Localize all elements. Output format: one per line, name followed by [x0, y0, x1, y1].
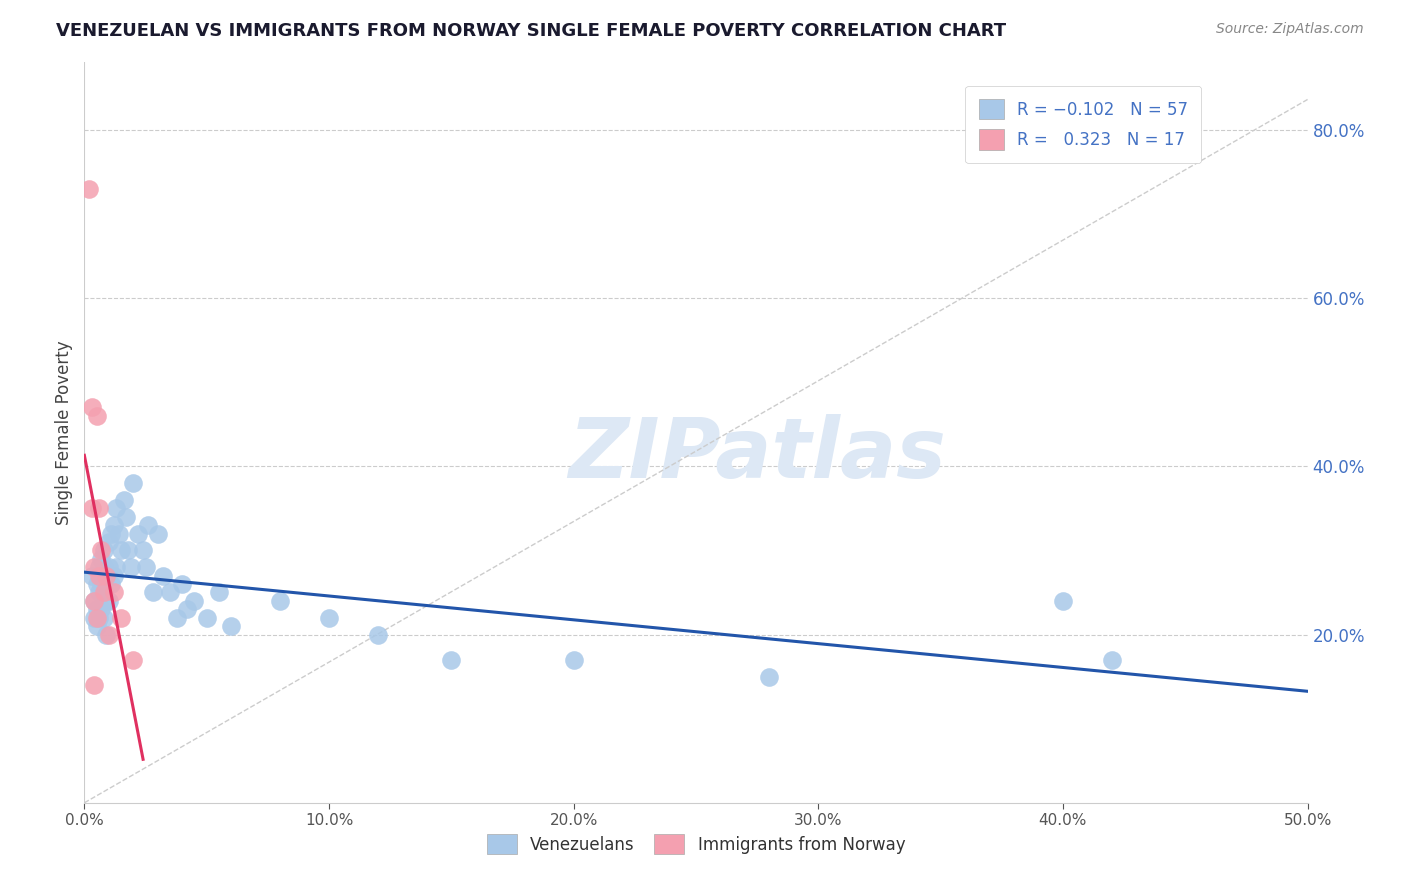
Point	[96, 568, 118, 582]
Point	[87, 585, 110, 599]
Point	[132, 543, 155, 558]
Point	[80, 401, 103, 415]
Point	[83, 678, 105, 692]
Point	[176, 602, 198, 616]
Point	[97, 560, 120, 574]
Point	[208, 585, 231, 599]
Point	[86, 610, 108, 624]
Point	[83, 594, 105, 608]
Point	[219, 619, 242, 633]
Point	[1101, 653, 1123, 667]
Point	[166, 610, 188, 624]
Point	[183, 594, 205, 608]
Point	[87, 610, 110, 624]
Point	[93, 585, 115, 599]
Point	[103, 518, 125, 533]
Point	[105, 501, 128, 516]
Point	[83, 610, 105, 624]
Y-axis label: Single Female Poverty: Single Female Poverty	[55, 341, 73, 524]
Point	[96, 594, 118, 608]
Point	[117, 543, 139, 558]
Point	[146, 526, 169, 541]
Point	[93, 610, 115, 624]
Point	[142, 585, 165, 599]
Point	[159, 585, 181, 599]
Point	[122, 653, 145, 667]
Point	[105, 560, 128, 574]
Text: ZIPatlas: ZIPatlas	[568, 414, 946, 495]
Point	[135, 560, 157, 574]
Point	[100, 526, 122, 541]
Point	[83, 560, 105, 574]
Point	[1052, 594, 1074, 608]
Point	[100, 577, 122, 591]
Point	[562, 653, 585, 667]
Point	[90, 551, 112, 566]
Point	[97, 594, 120, 608]
Point	[367, 627, 389, 641]
Point	[86, 619, 108, 633]
Point	[107, 526, 129, 541]
Point	[115, 509, 138, 524]
Point	[269, 594, 291, 608]
Point	[120, 560, 142, 574]
Point	[90, 577, 112, 591]
Text: Source: ZipAtlas.com: Source: ZipAtlas.com	[1216, 22, 1364, 37]
Point	[103, 585, 125, 599]
Point	[93, 543, 115, 558]
Point	[80, 501, 103, 516]
Point	[110, 543, 132, 558]
Point	[112, 492, 135, 507]
Point	[97, 627, 120, 641]
Text: VENEZUELAN VS IMMIGRANTS FROM NORWAY SINGLE FEMALE POVERTY CORRELATION CHART: VENEZUELAN VS IMMIGRANTS FROM NORWAY SIN…	[56, 22, 1007, 40]
Point	[127, 526, 149, 541]
Point	[86, 577, 108, 591]
Point	[83, 594, 105, 608]
Point	[172, 577, 194, 591]
Point	[87, 560, 110, 574]
Point	[93, 585, 115, 599]
Point	[80, 568, 103, 582]
Point	[93, 560, 115, 574]
Legend: Venezuelans, Immigrants from Norway: Venezuelans, Immigrants from Norway	[479, 828, 912, 861]
Point	[758, 670, 780, 684]
Point	[318, 610, 340, 624]
Point	[110, 610, 132, 624]
Point	[96, 568, 118, 582]
Point	[152, 568, 174, 582]
Point	[122, 476, 145, 491]
Point	[96, 627, 118, 641]
Point	[90, 602, 112, 616]
Point	[87, 568, 110, 582]
Point	[136, 518, 159, 533]
Point	[86, 602, 108, 616]
Point	[440, 653, 463, 667]
Point	[103, 568, 125, 582]
Point	[90, 543, 112, 558]
Point	[86, 409, 108, 423]
Point	[195, 610, 218, 624]
Point	[77, 181, 100, 195]
Point	[97, 535, 120, 549]
Point	[87, 501, 110, 516]
